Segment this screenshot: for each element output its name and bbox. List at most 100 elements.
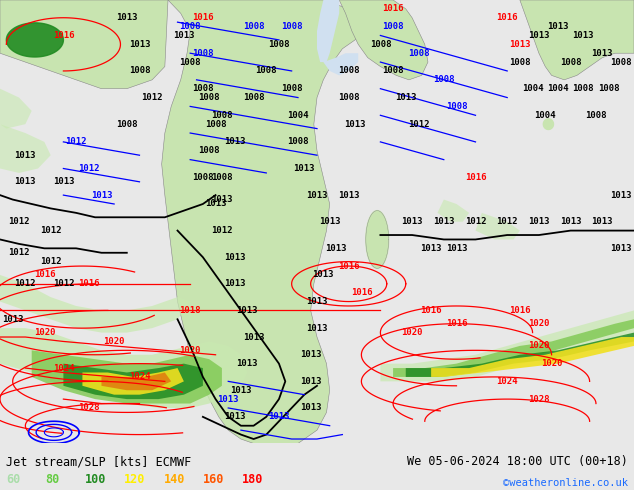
Text: 1012: 1012 bbox=[496, 217, 518, 226]
Text: 1013: 1013 bbox=[344, 120, 366, 129]
Text: 1013: 1013 bbox=[509, 40, 531, 49]
Text: 1016: 1016 bbox=[34, 270, 55, 279]
Text: 140: 140 bbox=[164, 473, 185, 486]
Text: 1013: 1013 bbox=[528, 31, 550, 40]
Text: 1008: 1008 bbox=[281, 84, 302, 93]
Text: 1013: 1013 bbox=[611, 191, 632, 199]
Text: 1008: 1008 bbox=[243, 93, 264, 102]
Text: 1020: 1020 bbox=[401, 328, 423, 337]
Text: 1013: 1013 bbox=[300, 403, 321, 413]
Text: 1012: 1012 bbox=[40, 226, 61, 235]
Text: 1008: 1008 bbox=[611, 58, 632, 67]
Text: 1020: 1020 bbox=[34, 328, 55, 337]
Text: 1013: 1013 bbox=[230, 386, 252, 395]
Text: 1013: 1013 bbox=[395, 93, 417, 102]
Text: 1008: 1008 bbox=[338, 67, 359, 75]
Text: 1013: 1013 bbox=[15, 151, 36, 160]
Polygon shape bbox=[406, 333, 634, 377]
Text: 1013: 1013 bbox=[2, 315, 23, 324]
Text: 1013: 1013 bbox=[306, 191, 328, 199]
Text: 1028: 1028 bbox=[78, 403, 100, 413]
Text: 1024: 1024 bbox=[129, 372, 150, 381]
Polygon shape bbox=[0, 0, 168, 89]
Text: 1008: 1008 bbox=[116, 120, 138, 129]
Text: 1008: 1008 bbox=[205, 120, 226, 129]
Text: 1008: 1008 bbox=[382, 22, 404, 31]
Text: 1016: 1016 bbox=[338, 262, 359, 270]
Text: 1013: 1013 bbox=[224, 279, 245, 288]
Text: 1008: 1008 bbox=[256, 67, 277, 75]
Text: 1008: 1008 bbox=[192, 49, 214, 58]
Text: 1008: 1008 bbox=[287, 137, 309, 147]
Text: 1024: 1024 bbox=[496, 377, 518, 386]
Text: 1008: 1008 bbox=[192, 173, 214, 182]
Text: 1013: 1013 bbox=[217, 394, 239, 404]
Polygon shape bbox=[476, 213, 520, 240]
Text: 1008: 1008 bbox=[560, 58, 581, 67]
Text: 1008: 1008 bbox=[281, 22, 302, 31]
Text: 1013: 1013 bbox=[325, 244, 347, 253]
Polygon shape bbox=[431, 337, 634, 377]
Text: 1016: 1016 bbox=[420, 306, 442, 315]
Text: 1008: 1008 bbox=[192, 84, 214, 93]
Text: 1004: 1004 bbox=[287, 111, 309, 120]
Text: 1008: 1008 bbox=[382, 67, 404, 75]
Text: 1020: 1020 bbox=[541, 359, 562, 368]
Text: 1012: 1012 bbox=[8, 217, 30, 226]
Polygon shape bbox=[6, 23, 63, 57]
Text: 1013: 1013 bbox=[313, 270, 334, 279]
Text: 1013: 1013 bbox=[592, 49, 613, 58]
Text: 1013: 1013 bbox=[420, 244, 442, 253]
Text: 1016: 1016 bbox=[78, 279, 100, 288]
Text: 160: 160 bbox=[203, 473, 224, 486]
Text: 1020: 1020 bbox=[528, 319, 550, 328]
Text: 1008: 1008 bbox=[370, 40, 391, 49]
Text: 1013: 1013 bbox=[116, 13, 138, 22]
Text: 1016: 1016 bbox=[465, 173, 486, 182]
Text: 1012: 1012 bbox=[15, 279, 36, 288]
Text: 1013: 1013 bbox=[236, 359, 258, 368]
Text: 1013: 1013 bbox=[129, 40, 150, 49]
Text: 1012: 1012 bbox=[65, 137, 87, 147]
Text: 60: 60 bbox=[6, 473, 20, 486]
Text: 120: 120 bbox=[124, 473, 146, 486]
Text: 1012: 1012 bbox=[78, 164, 100, 173]
Text: 1004: 1004 bbox=[522, 84, 543, 93]
Text: 1008: 1008 bbox=[408, 49, 429, 58]
Polygon shape bbox=[63, 364, 203, 399]
Polygon shape bbox=[366, 211, 389, 269]
Text: 1020: 1020 bbox=[528, 342, 550, 350]
Text: 1008: 1008 bbox=[573, 84, 594, 93]
Text: 1016: 1016 bbox=[192, 13, 214, 22]
Text: 1008: 1008 bbox=[243, 22, 264, 31]
Text: 1013: 1013 bbox=[560, 217, 581, 226]
Polygon shape bbox=[393, 319, 634, 377]
Text: 1012: 1012 bbox=[53, 279, 74, 288]
Text: 1018: 1018 bbox=[179, 306, 201, 315]
Polygon shape bbox=[82, 368, 184, 394]
Polygon shape bbox=[317, 0, 339, 62]
Text: 1013: 1013 bbox=[547, 22, 569, 31]
Text: 1013: 1013 bbox=[243, 333, 264, 342]
Text: 1020: 1020 bbox=[179, 346, 201, 355]
Text: 1013: 1013 bbox=[319, 217, 340, 226]
Text: 1012: 1012 bbox=[40, 257, 61, 266]
Text: 1008: 1008 bbox=[129, 67, 150, 75]
Text: 1016: 1016 bbox=[382, 4, 404, 13]
Text: 1008: 1008 bbox=[338, 93, 359, 102]
Text: 1016: 1016 bbox=[509, 306, 531, 315]
Text: 1013: 1013 bbox=[224, 413, 245, 421]
Text: 1012: 1012 bbox=[408, 120, 429, 129]
Text: 1012: 1012 bbox=[211, 226, 233, 235]
Text: 1013: 1013 bbox=[300, 377, 321, 386]
Text: 1004: 1004 bbox=[534, 111, 556, 120]
Text: 1013: 1013 bbox=[294, 164, 315, 173]
Polygon shape bbox=[0, 89, 32, 128]
Text: 1013: 1013 bbox=[573, 31, 594, 40]
Polygon shape bbox=[380, 311, 634, 381]
Text: 1008: 1008 bbox=[198, 147, 220, 155]
Polygon shape bbox=[0, 275, 190, 333]
Text: 1013: 1013 bbox=[433, 217, 455, 226]
Text: 180: 180 bbox=[242, 473, 264, 486]
Text: 1013: 1013 bbox=[528, 217, 550, 226]
